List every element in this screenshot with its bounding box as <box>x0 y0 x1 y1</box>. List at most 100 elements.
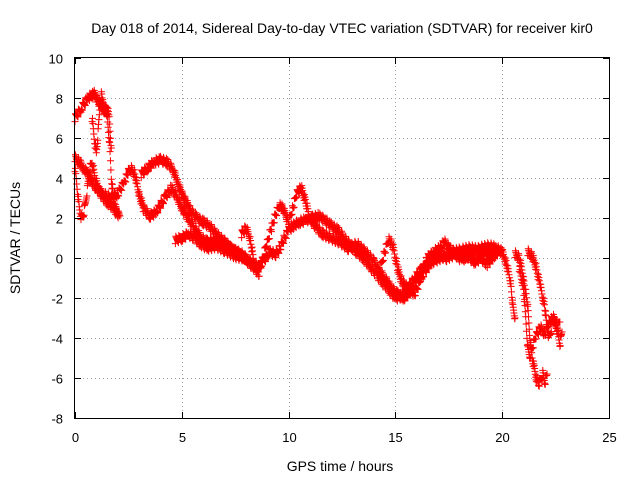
axis-ticks: 0 5 10 15 20 25 -8 -6 -4 -2 0 2 4 6 8 10 <box>49 52 617 446</box>
data-point <box>94 136 102 144</box>
series-track-j <box>511 247 551 390</box>
data-point <box>157 204 165 212</box>
data-point <box>106 134 114 142</box>
data-point <box>268 228 276 236</box>
x-tick-label: 15 <box>388 430 402 445</box>
x-tick-label: 10 <box>282 430 296 445</box>
data-point <box>118 186 126 194</box>
data-point <box>272 254 280 262</box>
data-point <box>275 249 283 257</box>
data-point <box>80 211 88 219</box>
data-point <box>494 252 502 260</box>
data-point <box>162 154 170 162</box>
data-point <box>273 212 281 220</box>
data-point <box>558 328 566 336</box>
data-point <box>106 138 114 146</box>
data-point <box>105 113 113 121</box>
data-point <box>163 194 171 202</box>
data-point <box>521 302 529 310</box>
y-axis-label: SDTVAR / TECUs <box>7 182 23 294</box>
data-point <box>422 262 430 270</box>
data-point <box>417 277 425 285</box>
data-point <box>556 342 564 350</box>
data-point <box>106 148 114 156</box>
data-point <box>434 249 442 257</box>
y-tick-label: -2 <box>51 292 63 307</box>
y-tick-label: 6 <box>56 132 63 147</box>
data-point <box>182 235 190 243</box>
data-point <box>523 334 531 342</box>
data-point <box>524 307 532 315</box>
y-tick-label: 8 <box>56 92 63 107</box>
data-point <box>107 144 115 152</box>
y-tick-label: 10 <box>49 52 63 67</box>
data-point <box>522 313 530 321</box>
x-tick-label: 20 <box>495 430 509 445</box>
x-tick-label: 5 <box>179 430 186 445</box>
data-point <box>542 331 550 339</box>
data-point <box>288 210 296 218</box>
series-track-i <box>376 233 504 300</box>
data-point <box>382 249 390 257</box>
data-point <box>524 300 532 308</box>
data-point <box>150 213 158 221</box>
data-point <box>277 246 285 254</box>
data-point <box>496 246 504 254</box>
data-point <box>414 285 422 293</box>
y-tick-label: -4 <box>51 332 63 347</box>
data-point <box>154 209 162 217</box>
data-point <box>401 292 409 300</box>
plot-frame <box>74 57 610 419</box>
data-point <box>115 192 123 200</box>
data-point <box>532 335 540 343</box>
data-point <box>415 272 423 280</box>
data-point <box>74 113 82 121</box>
series-track-h <box>272 209 500 305</box>
data-point <box>124 171 132 179</box>
data-point <box>106 127 114 135</box>
data-point <box>511 314 519 322</box>
data-point <box>520 291 528 299</box>
y-tick-label: 0 <box>56 252 63 267</box>
data-point <box>522 320 530 328</box>
data-point <box>255 272 263 280</box>
data-point <box>556 318 564 326</box>
data-point <box>159 200 167 208</box>
data-point <box>238 234 246 242</box>
data-point <box>260 253 268 261</box>
series-track-l <box>515 262 564 362</box>
data-point <box>282 234 290 242</box>
data-point <box>523 327 531 335</box>
data-point <box>520 285 528 293</box>
data-point <box>398 296 406 304</box>
data-point <box>411 292 419 300</box>
data-point <box>242 254 250 262</box>
data-point <box>106 120 114 128</box>
data-point <box>81 102 89 110</box>
x-tick-label: 25 <box>602 430 616 445</box>
data-point <box>106 157 114 165</box>
data-point <box>379 256 387 264</box>
data-point <box>241 257 249 265</box>
data-point <box>547 320 555 328</box>
data-point <box>529 344 537 352</box>
data-point <box>122 178 130 186</box>
data-point <box>554 326 562 334</box>
data-point <box>521 295 529 303</box>
data-points <box>71 86 566 390</box>
data-point <box>376 268 384 276</box>
data-point <box>419 267 427 275</box>
data-point <box>297 188 305 196</box>
x-axis-label: GPS time / hours <box>287 458 394 474</box>
data-point <box>262 258 270 266</box>
data-point <box>532 378 540 386</box>
series-track-f <box>171 228 250 265</box>
data-point <box>78 106 86 114</box>
chart-title: Day 018 of 2014, Sidereal Day-to-day VTE… <box>91 20 593 36</box>
series-track-b <box>88 88 115 157</box>
x-tick-label: 0 <box>72 430 79 445</box>
data-point <box>258 262 266 270</box>
y-tick-label: 2 <box>56 212 63 227</box>
data-point <box>290 203 298 211</box>
data-point <box>482 262 490 270</box>
